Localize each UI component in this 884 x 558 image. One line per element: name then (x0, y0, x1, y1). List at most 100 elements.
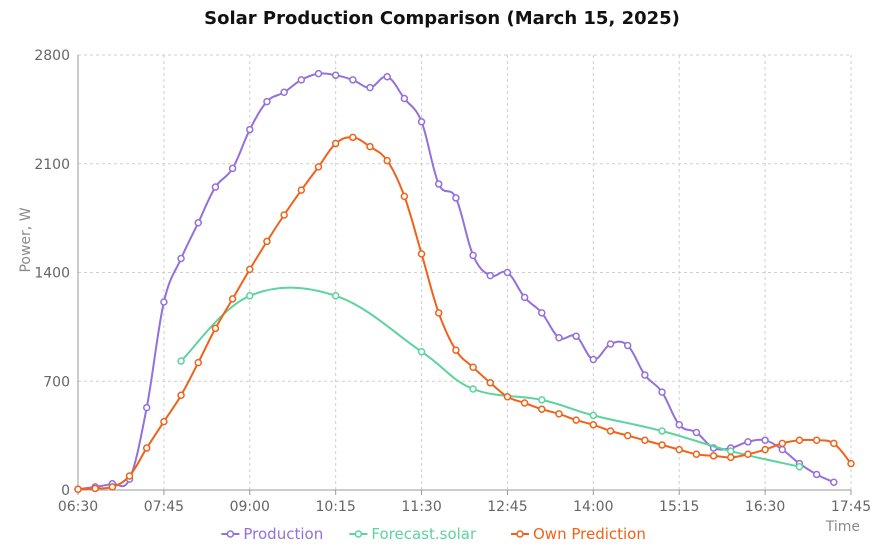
data-point (211, 324, 220, 333)
data-point (417, 347, 426, 356)
data-point (623, 341, 632, 350)
data-point (194, 358, 202, 367)
data-point (177, 357, 185, 365)
data-point (349, 76, 357, 84)
data-point (520, 399, 529, 407)
legend-label: Own Prediction (533, 525, 646, 543)
data-point (709, 452, 718, 460)
legend-item: Production (221, 525, 323, 543)
legend-swatch-marker (226, 530, 235, 538)
data-point (692, 450, 701, 459)
y-tick-label: 700 (43, 374, 70, 390)
data-point (812, 470, 821, 479)
data-point (658, 427, 666, 435)
data-point (160, 417, 168, 426)
x-tick-label: 10:15 (315, 499, 355, 515)
data-point (331, 71, 340, 79)
data-point (349, 133, 357, 142)
data-point (400, 192, 409, 201)
data-point (641, 436, 649, 445)
data-point (108, 483, 117, 491)
data-point (383, 73, 391, 81)
data-point (434, 180, 443, 188)
series-lines (74, 69, 855, 493)
data-point (658, 441, 666, 449)
series-own-prediction (74, 133, 855, 493)
data-point (469, 385, 477, 393)
data-point (246, 292, 254, 300)
data-point (778, 439, 787, 448)
data-point (263, 237, 271, 246)
data-point (280, 88, 288, 97)
data-point (727, 453, 735, 462)
data-point (589, 355, 598, 364)
data-point (417, 118, 426, 126)
data-point (280, 211, 288, 219)
data-point (538, 309, 546, 317)
grid-lines (78, 54, 852, 490)
data-point (812, 436, 821, 445)
data-point (795, 436, 804, 445)
y-tick-label: 2100 (34, 157, 70, 173)
legend-item: Own Prediction (511, 525, 646, 543)
data-point (606, 427, 615, 435)
chart-title: Solar Production Comparison (March 15, 2… (204, 8, 680, 29)
y-tick-label: 2800 (34, 48, 70, 64)
legend: Production Forecast.solar Own Prediction (221, 525, 646, 543)
series-forecast-solar (177, 286, 804, 471)
data-point (744, 438, 752, 446)
data-point (263, 97, 271, 106)
data-point (452, 194, 460, 202)
data-point (778, 445, 787, 454)
data-point (503, 393, 512, 401)
x-tick-label: 12:45 (487, 499, 527, 515)
data-point (228, 295, 237, 303)
x-axis-title: Time (825, 519, 860, 535)
y-axis-title: Power, W (18, 207, 34, 272)
data-point (331, 139, 340, 148)
data-point (160, 298, 168, 306)
data-point (675, 445, 683, 454)
data-point (400, 94, 409, 103)
data-point (727, 447, 735, 455)
y-tick-label: 1400 (34, 266, 70, 282)
data-point (606, 340, 615, 348)
data-point (211, 183, 220, 191)
legend-item: Forecast.solar (349, 525, 477, 543)
data-point (142, 444, 151, 452)
data-point (520, 293, 529, 302)
data-point (486, 271, 495, 280)
legend-label: Forecast.solar (371, 525, 477, 543)
data-point (658, 388, 666, 396)
x-tick-label: 17:45 (831, 499, 871, 515)
x-tick-label: 16:30 (745, 499, 785, 515)
data-point (572, 416, 580, 424)
data-point (91, 484, 99, 493)
legend-swatch-marker (354, 530, 363, 538)
data-point (177, 391, 185, 399)
data-point (555, 334, 563, 342)
data-point (830, 478, 838, 486)
data-point (74, 485, 82, 493)
data-point (692, 428, 701, 437)
data-point (142, 403, 151, 412)
x-tick-label: 14:00 (573, 499, 613, 515)
data-point (589, 411, 598, 420)
data-point (761, 445, 769, 454)
data-point (434, 309, 443, 317)
x-tick-label: 09:00 (230, 499, 270, 515)
data-point (469, 251, 477, 260)
data-point (314, 69, 323, 78)
series-line-own-prediction (77, 136, 852, 491)
data-point (572, 332, 580, 340)
data-point (246, 125, 254, 134)
data-point (314, 163, 323, 171)
series-line-production (77, 72, 835, 491)
axes: 0 700 1400 2100 2800 06:30 07:45 09:00 10:15 11:3… (34, 48, 871, 515)
data-point (761, 436, 769, 445)
data-point (555, 410, 563, 418)
x-tick-label: 06:30 (58, 499, 98, 515)
data-point (125, 472, 134, 480)
x-tick-label: 15:15 (659, 499, 699, 515)
